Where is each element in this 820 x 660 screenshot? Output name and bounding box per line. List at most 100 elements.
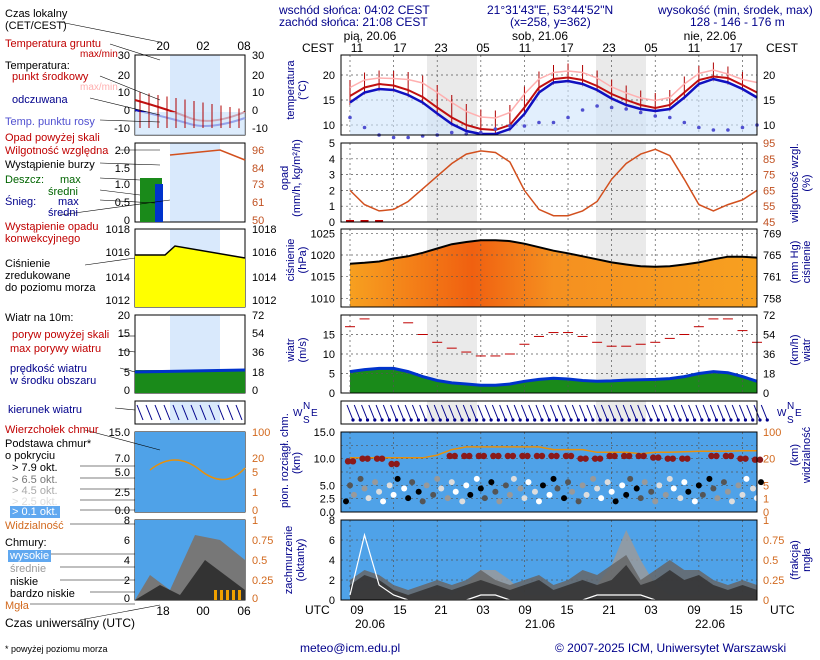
cloud-base-dot [463,482,470,489]
cloud-base-dot [627,475,634,482]
cloud-base-dot [430,491,437,498]
temp-felt-line [349,77,758,136]
cloud-base-dot [652,498,659,505]
cloud-base-dot [423,482,430,489]
wind-dir-head [395,418,399,422]
legend-ground-temp: Temperatura gruntu [5,38,101,50]
fog-tick: 0.5 [763,555,778,567]
cloud-top-dot [611,452,618,460]
wind-dir-arrow [542,404,550,421]
wind-dir-head [707,418,711,422]
legend-leader-line [99,119,161,123]
wind-dir-arrow [651,404,659,421]
wind-dir-head [663,418,668,422]
legend-hour-bottom: 00 [196,604,210,618]
pressure-axis-label: ciśnienie (hPa) [285,238,309,282]
dew-point-dot [551,120,556,125]
sunrise-text: wschód słońca: 04:02 CEST [279,3,430,17]
legend-precip-tick: 1.0 [115,179,130,191]
wind-dir-arrow [557,404,565,421]
humidity-tick: 55 [763,201,775,213]
wind-dir-head [605,418,609,422]
cloud-base-dot [419,498,426,505]
legend-mid-cloud: średnie [10,563,47,575]
legend-fog-tick: 1 [252,515,258,527]
cloud-tick: 5.0 [320,480,335,492]
panel-frame [340,142,758,223]
cloud-top-dot [490,452,497,460]
dew-point-dot [580,108,585,112]
legend-temp-tick: 30 [118,50,130,62]
legend-temp-tick-r: 20 [252,70,264,82]
visibility-tick: 0 [763,507,769,519]
dew-point-dot [566,115,570,120]
wind-dir-arrow [673,404,681,421]
legend-vis-tick: 5 [252,467,258,479]
legend-wind-line [134,368,246,374]
cloud-base-dot [405,495,412,502]
legend-fog: Mgła [5,600,29,612]
cloud-base-dot [565,479,572,486]
wind-dir-arrow [659,404,666,421]
temp-max-line [349,69,758,119]
cloud-base-dot [590,475,597,482]
legend-dir-arrow [181,404,189,421]
legend-leader-line [99,75,161,101]
cloud-top-dot [388,460,395,468]
cloud-base-dot [724,488,731,495]
legend-okt45: > 4.5 okt. [12,485,58,497]
pressure-tick: 1010 [311,293,335,305]
wind-dir-head [678,418,682,422]
legend-hour-top: 02 [196,39,210,53]
wind-dir-arrow [477,404,485,421]
dew-point-dot [391,135,396,140]
day-label-top: pią, 20.06 [344,29,397,43]
compass-n: N [303,401,310,412]
wind-dir-arrow [382,404,390,421]
cloud-base-dot [525,479,532,486]
cloud-top-dot [461,452,468,460]
cloud-base-dot [583,491,590,498]
fog-tick: 0.25 [763,575,784,587]
legend-dew: Temp. punktu rosy [5,116,95,128]
cloud-base-dot [467,491,474,498]
pressure-tick: 1020 [311,250,335,262]
legend-dir-arrow [199,404,207,421]
cloud-tick: 10.0 [314,454,335,466]
wind-dir-arrow [506,404,514,421]
cloud-base-dot [372,479,379,486]
cloud-top-dot [466,452,473,460]
legend-cover-tick: 8 [124,515,130,527]
legend-leader-line [89,97,161,116]
compass-e: E [311,408,318,419]
day-label-bottom: 20.06 [355,617,385,631]
day-label-bottom: 22.06 [695,617,725,631]
legend-fog-tick: 0.25 [252,575,273,587]
cloud-base-dot [579,482,586,489]
footer-email[interactable]: meteo@icm.edu.pl [300,641,401,655]
legend-cloud-base: Podstawa chmur* o pokryciu [5,438,92,462]
wind-dir-head [453,418,457,422]
legend-temp-tick-r: -10 [252,123,268,135]
cloud-top-dot [635,452,642,460]
cloud-base-dot [569,488,576,495]
wind-dir-arrow [397,404,405,421]
legend-vis-tick: 100 [252,427,270,439]
wind-dir-head [409,418,413,422]
cloud-base-dot [685,488,692,495]
cloud-base-dot [365,495,372,502]
wind-dir-arrow [411,404,419,421]
cloud-base-dot [477,485,484,492]
cloud-base-dot [531,488,538,495]
wind-dir-head [489,418,493,422]
cloud-base-dot [546,491,553,498]
cloud-base-dot [517,485,524,492]
compass-n: N [787,401,794,412]
wind-axis-label: wiatr (m/s) [285,337,309,363]
panel-frame [340,400,758,425]
legend-humidity-tick: 61 [252,197,264,209]
wind-dir-arrow [513,404,521,421]
dew-point-dot [711,128,716,132]
wind-dir-head [496,418,500,422]
